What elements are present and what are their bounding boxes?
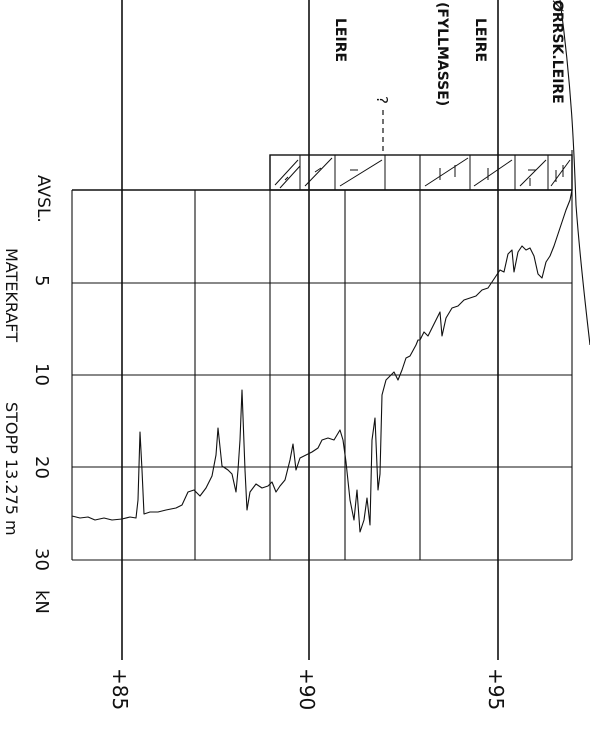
labels: AVSL. 5 10 20 30 kN MATEKRAFT STOPP 13.2… xyxy=(2,0,565,710)
hatch-symbol xyxy=(424,157,469,187)
soil-hatch-symbols xyxy=(274,157,571,189)
stop-note-label: STOPP 13.275 m xyxy=(2,402,21,536)
hatch-symbol xyxy=(304,157,333,187)
sounding-force-curve xyxy=(71,189,573,533)
force-unit-label: kN xyxy=(31,590,52,614)
soil-label-fyllmasse: (FYLLMASSE) xyxy=(434,2,450,106)
uncertain-boundary-label: ? xyxy=(373,96,391,104)
hatch-symbol xyxy=(339,159,383,187)
soil-label-torrskorpe: ØRRSK.LEIRE xyxy=(549,0,565,104)
hatch-symbol xyxy=(274,159,301,189)
hatch-symbol xyxy=(473,159,513,187)
force-tick-10: 10 xyxy=(31,363,52,386)
avsl-label: AVSL. xyxy=(33,175,53,223)
elevation-label-85: +85 xyxy=(108,668,132,710)
soil-column xyxy=(269,110,573,191)
matekraft-label: MATEKRAFT xyxy=(2,248,21,342)
hatch-symbol xyxy=(519,159,547,187)
torrskorpe-boundary xyxy=(559,0,590,346)
soil-label-leire-fyll: LEIRE xyxy=(472,18,488,62)
grid xyxy=(71,0,573,660)
soil-column-box xyxy=(269,154,573,191)
force-tick-30: 30 xyxy=(31,548,52,571)
soil-label-leire: LEIRE xyxy=(332,18,348,62)
elevation-label-90: +90 xyxy=(295,668,319,710)
hatch-symbol xyxy=(550,159,571,187)
force-tick-5: 5 xyxy=(31,275,52,286)
force-tick-20: 20 xyxy=(31,456,52,479)
elevation-label-95: +95 xyxy=(484,668,508,710)
